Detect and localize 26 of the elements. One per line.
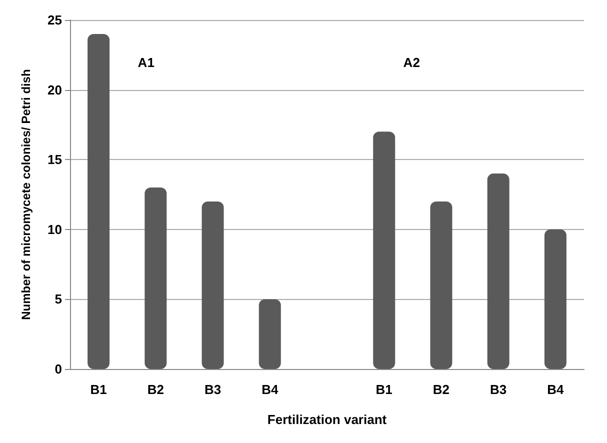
y-tick-label: 20: [48, 82, 62, 98]
bar: [373, 132, 396, 369]
x-tick-label: B1: [90, 382, 107, 397]
bar: [202, 201, 224, 369]
x-tick-label: B4: [547, 382, 565, 397]
x-tick-label: B4: [262, 382, 279, 397]
y-tick-label: 15: [48, 152, 62, 168]
x-tick-label: B2: [432, 382, 450, 397]
bar: [88, 34, 110, 369]
bar: [144, 188, 167, 369]
x-tick-label: B2: [147, 382, 164, 397]
annotation: A2: [403, 55, 420, 70]
bar: [430, 201, 452, 369]
y-tick-label: 5: [54, 292, 62, 307]
y-tick-label: 0: [54, 362, 62, 376]
y-tick-label: 10: [48, 222, 62, 237]
y-tick-label: 25: [48, 12, 62, 28]
bar: [544, 229, 566, 369]
x-tick-label: B3: [490, 382, 507, 397]
x-tick-label: B1: [376, 382, 392, 397]
bar: [487, 174, 510, 369]
y-axis-title: Number of micromycete colonies/ Petri dish: [19, 69, 33, 320]
x-axis-title: Fertilization variant: [267, 412, 388, 427]
annotation: A1: [138, 55, 154, 70]
x-tick-label: B3: [204, 382, 222, 397]
bar: [258, 299, 281, 369]
